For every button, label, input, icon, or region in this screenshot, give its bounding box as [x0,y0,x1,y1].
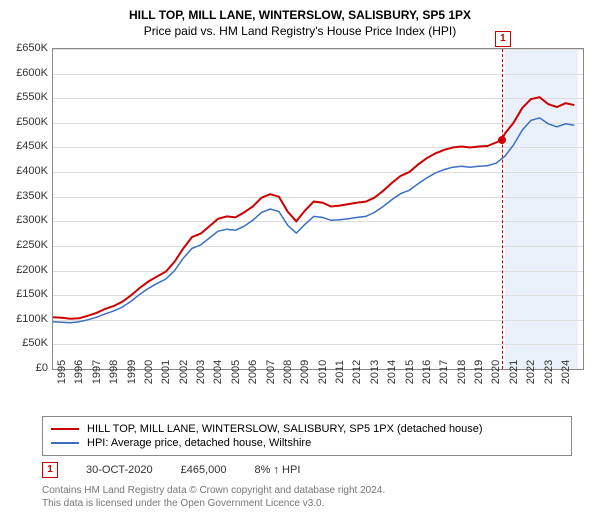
y-axis-label: £50K [4,337,48,349]
x-axis-label: 2008 [282,360,294,384]
marker-date: 30-OCT-2020 [86,464,153,476]
x-axis-label: 2019 [473,360,485,384]
footer-line: Contains HM Land Registry data © Crown c… [42,484,572,497]
y-axis-label: £0 [4,362,48,374]
x-axis-label: 2006 [247,360,259,384]
marker-delta: 8% ↑ HPI [255,464,301,476]
x-axis-label: 2014 [386,360,398,384]
x-axis-label: 1997 [91,360,103,384]
x-axis-label: 2015 [404,360,416,384]
x-axis-label: 2011 [334,360,346,384]
y-axis-label: £150K [4,288,48,300]
y-axis-label: £100K [4,313,48,325]
marker-vline [502,49,503,369]
y-axis-label: £250K [4,239,48,251]
legend-row: HPI: Average price, detached house, Wilt… [51,436,563,450]
x-axis-label: 2000 [143,360,155,384]
x-axis-label: 2022 [525,360,537,384]
y-axis-label: £300K [4,214,48,226]
y-axis-label: £500K [4,116,48,128]
marker-id-box: 1 [495,31,511,47]
x-axis-label: 1998 [108,360,120,384]
x-axis-label: 2016 [421,360,433,384]
footer-line: This data is licensed under the Open Gov… [42,497,572,510]
x-axis-label: 2003 [195,360,207,384]
x-axis-label: 2009 [299,360,311,384]
x-axis-label: 2001 [160,360,172,384]
y-axis-label: £350K [4,190,48,202]
x-axis-label: 2020 [490,360,502,384]
legend-row: HILL TOP, MILL LANE, WINTERSLOW, SALISBU… [51,422,563,436]
footer: Contains HM Land Registry data © Crown c… [42,482,572,510]
marker-price: £465,000 [181,464,227,476]
x-axis-label: 2010 [317,360,329,384]
marker-id-box: 1 [42,462,58,478]
x-axis-label: 2017 [438,360,450,384]
y-axis-label: £200K [4,264,48,276]
chart-area: 1 £0 £50K £100K £150K £200K £250K £300K £350K £4… [0,42,600,412]
legend-label: HPI: Average price, detached house, Wilt… [87,437,311,449]
legend: HILL TOP, MILL LANE, WINTERSLOW, SALISBU… [42,416,572,456]
x-axis-label: 2021 [508,360,520,384]
marker-summary-row: 1 30-OCT-2020 £465,000 8% ↑ HPI [42,462,572,478]
y-axis-label: £400K [4,165,48,177]
y-axis-label: £450K [4,140,48,152]
marker-dot [498,136,506,144]
legend-label: HILL TOP, MILL LANE, WINTERSLOW, SALISBU… [87,423,483,435]
line-layer [53,49,583,369]
x-axis-label: 2004 [212,360,224,384]
x-axis-label: 2002 [178,360,190,384]
x-axis-label: 2024 [560,360,572,384]
x-axis-label: 2013 [369,360,381,384]
series-line [53,118,574,323]
x-axis-label: 2018 [456,360,468,384]
x-axis-label: 1996 [73,360,85,384]
plot-area: 1 [52,48,584,370]
x-axis-label: 2023 [543,360,555,384]
series-line [53,97,574,319]
x-axis-label: 2012 [351,360,363,384]
x-axis-label: 1999 [126,360,138,384]
x-axis-label: 2007 [265,360,277,384]
y-axis-label: £650K [4,42,48,54]
legend-swatch [51,428,79,430]
legend-swatch [51,442,79,444]
y-axis-label: £550K [4,91,48,103]
y-axis-label: £600K [4,67,48,79]
x-axis-label: 2005 [230,360,242,384]
chart-title: HILL TOP, MILL LANE, WINTERSLOW, SALISBU… [0,0,600,22]
x-axis-label: 1995 [56,360,68,384]
